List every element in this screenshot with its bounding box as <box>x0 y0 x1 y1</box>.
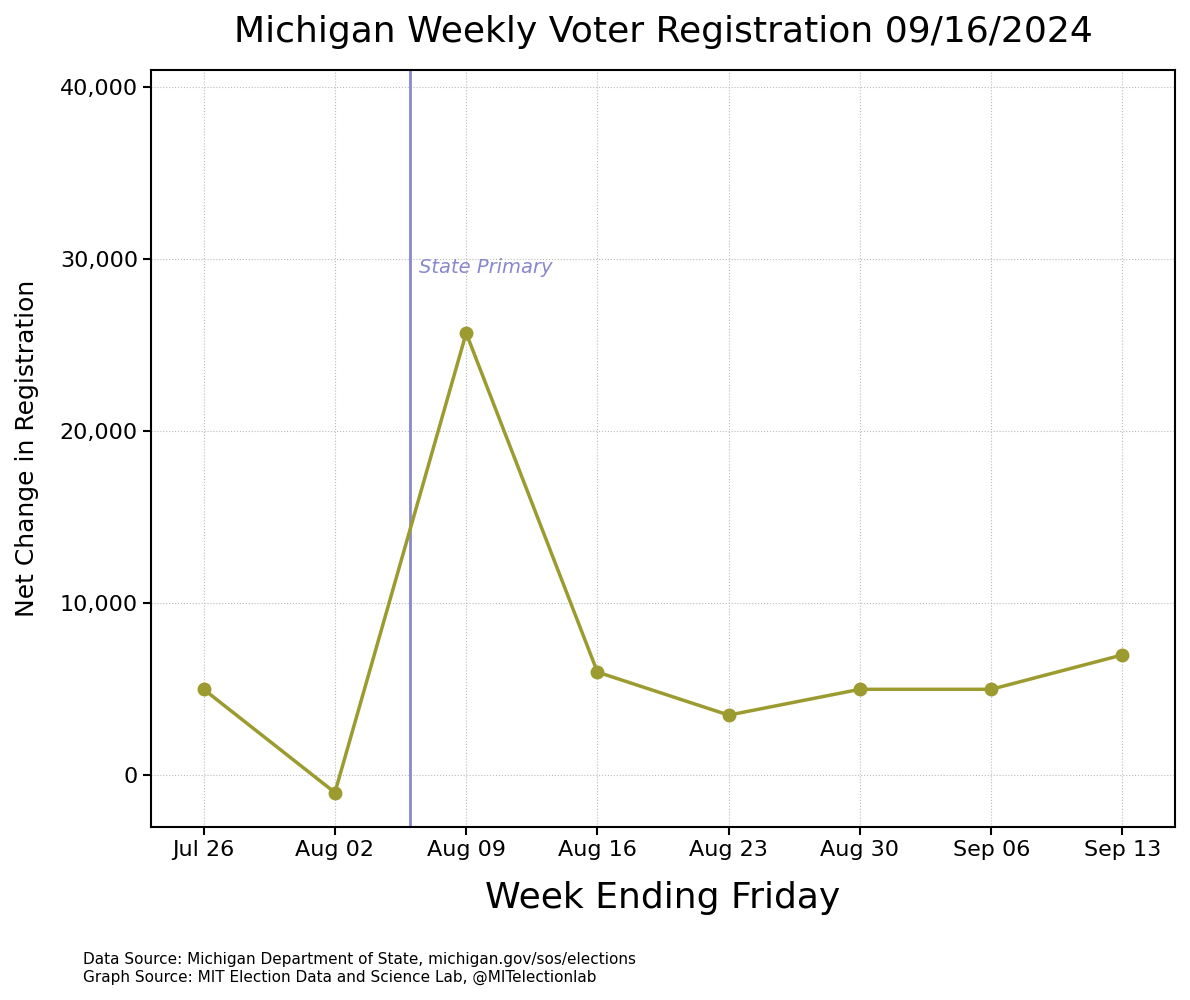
Text: Data Source: Michigan Department of State, michigan.gov/sos/elections
Graph Sour: Data Source: Michigan Department of Stat… <box>83 952 637 985</box>
Y-axis label: Net Change in Registration: Net Change in Registration <box>15 280 39 617</box>
Title: Michigan Weekly Voter Registration 09/16/2024: Michigan Weekly Voter Registration 09/16… <box>233 15 1092 49</box>
Text: State Primary: State Primary <box>419 258 552 277</box>
X-axis label: Week Ending Friday: Week Ending Friday <box>486 881 840 915</box>
